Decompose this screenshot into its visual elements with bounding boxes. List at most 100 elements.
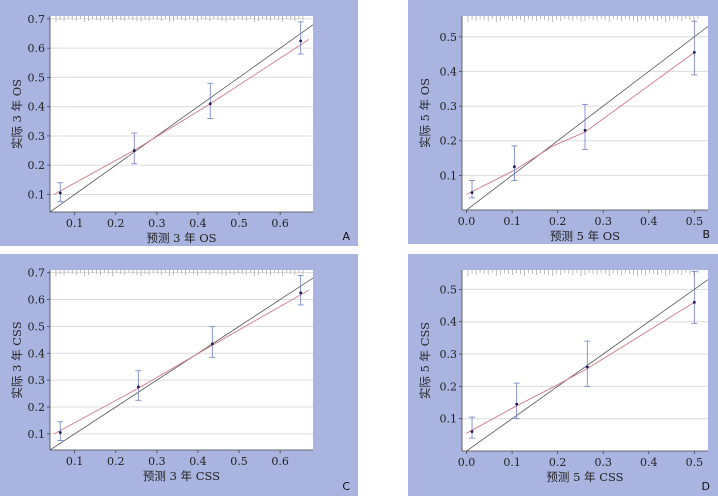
y-tick-label: 0.3	[440, 100, 458, 113]
x-tick-label: 0.3	[594, 215, 612, 228]
point-marker	[583, 128, 587, 132]
point-marker	[136, 385, 140, 389]
point-marker	[210, 342, 214, 346]
calibration-line	[466, 301, 695, 434]
point-marker	[299, 291, 303, 295]
y-tick-label: 0.7	[28, 13, 46, 26]
x-tick-label: 0.0	[458, 215, 476, 228]
x-tick-label: 0.5	[230, 217, 248, 230]
ideal-line	[50, 24, 313, 212]
x-tick-label: 0.0	[458, 456, 476, 469]
panel-d: 0.1 0.2 0.3 0.4 0.5 0.0 0.1 0.2 0.3 0.4 0.5 预测 5 年 …	[408, 254, 718, 496]
y-tick-label: 0.2	[28, 159, 46, 172]
data-point-3	[582, 103, 588, 150]
data-point-1	[57, 421, 64, 441]
panel-b: 0.1 0.2 0.3 0.4 0.5 0.0 0.1 0.2 0.3 0.4 0.5 预测 5 年 …	[408, 0, 718, 244]
y-tick-label: 0.2	[440, 135, 458, 148]
y-tick-label: 0.4	[440, 65, 458, 78]
x-tick-label: 0.2	[107, 217, 125, 230]
data-point-2	[135, 370, 142, 401]
data-point-1	[57, 182, 64, 203]
data-point-1	[469, 180, 476, 199]
x-tick-label: 0.4	[189, 217, 207, 230]
y-tick-label: 0.4	[28, 101, 46, 114]
y-tick-label: 0.1	[440, 169, 458, 182]
x-tick-label: 0.4	[640, 215, 658, 228]
x-axis-title: 预测 3 年 OS	[146, 231, 216, 245]
x-axis-title: 预测 5 年 CSS	[546, 470, 623, 484]
point-marker	[470, 191, 474, 195]
point-marker	[208, 102, 212, 106]
y-tick-label: 0.5	[440, 283, 458, 296]
x-tick-label: 0.2	[549, 456, 567, 469]
y-tick-label: 0.3	[28, 374, 46, 387]
x-tick-label: 0.5	[686, 215, 704, 228]
panel-label: C	[342, 480, 350, 493]
x-axis-title: 预测 5 年 OS	[550, 229, 620, 243]
calibration-line	[53, 39, 310, 195]
ideal-line	[50, 277, 313, 450]
x-tick-label: 0.1	[66, 217, 84, 230]
panel-a: 0.1 0.2 0.3 0.4 0.5 0.6 0.7 0.1 0.2 0.3 0.4 0.5 0.6 预…	[0, 0, 358, 246]
y-tick-label: 0.4	[28, 347, 46, 360]
point-marker	[132, 149, 136, 152]
data-point-2	[513, 382, 520, 420]
y-tick-label: 0.7	[28, 267, 46, 280]
x-tick-label: 0.3	[594, 456, 612, 469]
calibration-line	[466, 52, 695, 195]
point-marker	[58, 431, 62, 434]
data-point-1	[469, 416, 476, 439]
calibration-line	[53, 289, 310, 435]
x-tick-label: 0.5	[230, 455, 248, 468]
x-tick-label: 0.4	[640, 456, 658, 469]
y-tick-label: 0.2	[440, 380, 458, 393]
y-tick-label: 0.3	[28, 130, 46, 143]
x-tick-label: 0.1	[66, 455, 84, 468]
point-marker	[470, 430, 474, 434]
data-point-4	[297, 274, 304, 306]
y-tick-label: 0.5	[440, 31, 458, 44]
point-marker	[515, 402, 519, 406]
x-tick-label: 0.6	[271, 455, 289, 468]
x-tick-label: 0.2	[549, 215, 567, 228]
y-axis-title: 实际 3 年 OS	[10, 79, 24, 149]
y-tick-label: 0.1	[440, 413, 458, 426]
point-marker	[299, 39, 303, 43]
data-point-4	[297, 21, 304, 55]
y-tick-label: 0.6	[28, 294, 46, 307]
x-tick-label: 0.6	[271, 217, 289, 230]
x-tick-label: 0.4	[189, 455, 207, 468]
y-tick-label: 0.5	[28, 320, 46, 333]
data-point-3	[584, 340, 591, 387]
y-axis-title: 实际 5 年 CSS	[418, 322, 432, 399]
y-tick-label: 0.4	[440, 316, 458, 329]
y-tick-label: 0.6	[28, 42, 46, 55]
data-point-3	[207, 82, 214, 119]
data-point-4	[691, 271, 698, 324]
plot-area	[50, 270, 313, 450]
panel-label: A	[342, 230, 350, 243]
data-point-4	[691, 20, 698, 76]
y-tick-label: 0.1	[28, 428, 46, 441]
y-tick-label: 0.5	[28, 71, 46, 84]
data-point-2	[131, 132, 138, 165]
y-tick-label: 0.1	[28, 188, 46, 201]
panel-label: D	[702, 480, 710, 493]
y-tick-label: 0.3	[440, 348, 458, 361]
plot-area	[50, 16, 313, 212]
rug-marks	[467, 16, 699, 22]
y-axis-title: 实际 3 年 CSS	[10, 321, 24, 398]
point-marker	[58, 191, 62, 195]
data-point-3	[209, 326, 216, 358]
point-marker	[692, 300, 696, 304]
x-tick-label: 0.2	[107, 455, 125, 468]
point-marker	[692, 50, 696, 54]
panel-label: B	[702, 228, 710, 241]
rug-marks	[55, 16, 304, 22]
y-axis-title: 实际 5 年 OS	[418, 78, 432, 148]
x-tick-label: 0.5	[686, 456, 704, 469]
x-tick-label: 0.1	[503, 215, 521, 228]
ideal-line	[465, 279, 708, 451]
